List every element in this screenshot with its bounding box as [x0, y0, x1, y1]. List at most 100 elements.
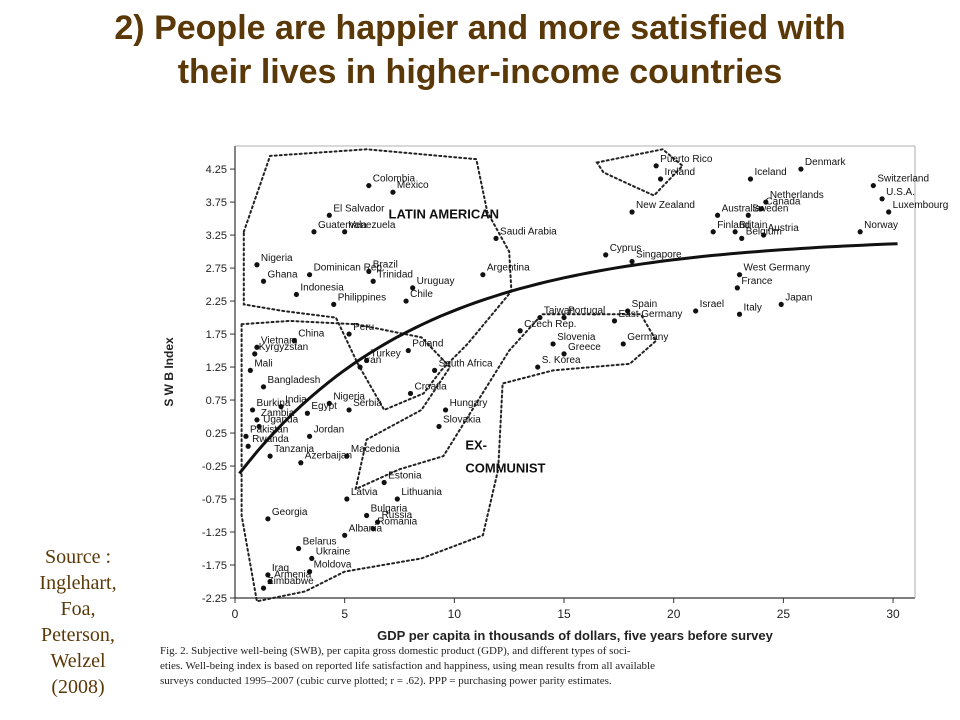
point-label: East Germany [618, 309, 682, 320]
source-line: Source : [44, 546, 112, 568]
data-point [370, 526, 376, 532]
data-point [326, 212, 332, 218]
data-point [629, 209, 635, 215]
data-point [265, 516, 271, 522]
data-point [249, 407, 256, 413]
data-point [480, 272, 486, 278]
point-label: Guatemala [318, 220, 367, 231]
point-label: South Africa [439, 358, 493, 369]
data-point [267, 453, 273, 459]
data-point [245, 443, 251, 449]
point-label: Belarus [303, 537, 337, 548]
point-label: Iraq [272, 563, 289, 574]
point-label: New Zealand [636, 200, 695, 211]
data-point [306, 272, 313, 278]
figure-panel: 4.25 3.75 3.25 2.75 2.25 1.75 1.25 0.75 0.25 -0.2… [150, 132, 950, 710]
point-label: Venezuela [349, 220, 396, 231]
point-label: Chile [410, 289, 433, 300]
data-point [620, 341, 626, 347]
x-tick-label: 20 [667, 607, 681, 621]
group-label: LATIN AMERICAN [389, 207, 500, 222]
point-label: El Salvador [333, 203, 385, 214]
point-label: France [741, 276, 773, 287]
slide-title-line-2: their lives in higher-income countries [177, 53, 783, 91]
data-point [857, 229, 863, 235]
data-point [390, 189, 396, 195]
data-point [403, 298, 409, 304]
data-point [611, 318, 618, 324]
data-point [256, 423, 262, 430]
data-point [436, 423, 442, 430]
data-point [732, 229, 738, 235]
data-point [304, 410, 310, 416]
source-line: Peterson, [41, 624, 115, 646]
point-label: Canada [765, 197, 800, 208]
y-axis-label: S W B Index [162, 337, 176, 407]
point-label: Albania [349, 523, 383, 534]
data-point [252, 351, 258, 357]
point-label: Taiwan [544, 306, 575, 317]
point-label: Greece [568, 342, 601, 353]
data-point [309, 555, 315, 562]
data-point [265, 572, 271, 578]
data-point [331, 301, 337, 307]
y-tick-label: 3.25 [206, 230, 227, 242]
point-label: Croatia [414, 381, 447, 392]
point-label: Portugal [568, 306, 605, 317]
y-tick-label: -0.75 [202, 494, 227, 506]
point-label: Uruguay [417, 276, 455, 287]
data-point [291, 338, 297, 344]
data-point [629, 258, 635, 265]
data-point [364, 357, 370, 364]
point-label: Mali [254, 358, 272, 369]
point-label: Italy [744, 302, 762, 313]
point-label: Slovakia [443, 414, 481, 425]
source-line: (2008) [51, 676, 105, 698]
point-label: Switzerland [877, 174, 929, 185]
caption-line: Fig. 2. Subjective well-being (SWB), per… [160, 645, 631, 657]
x-tick-label: 10 [448, 607, 462, 621]
data-point [493, 235, 499, 241]
data-point [747, 176, 754, 182]
data-point [293, 291, 300, 298]
source-line: Foa, [60, 598, 96, 620]
data-point [736, 272, 743, 278]
point-label: Vietnam [261, 335, 298, 346]
data-point [535, 364, 541, 370]
point-label: Burkina [257, 398, 291, 409]
point-label: Belgium [746, 226, 782, 237]
data-point [710, 229, 716, 235]
data-point [758, 206, 765, 212]
source-line: Inglehart, [39, 572, 117, 594]
data-point [693, 308, 699, 314]
point-label: Japan [785, 292, 812, 303]
data-point [405, 347, 411, 354]
point-label: Macedonia [351, 444, 400, 455]
data-point [346, 331, 352, 337]
data-point [366, 268, 372, 274]
data-point [326, 400, 332, 406]
slide-title: 2) People are happier and more satisfied… [0, 6, 960, 94]
point-label: Armenia [274, 570, 312, 581]
point-label: Romania [377, 517, 417, 528]
point-label: Slovenia [557, 332, 596, 343]
x-tick-label: 5 [341, 607, 348, 621]
data-point [410, 285, 416, 291]
point-label: Brazil [373, 259, 398, 270]
point-label: Ireland [665, 167, 696, 178]
point-label: Zimbabwe [268, 576, 315, 587]
point-label: Norway [864, 220, 898, 231]
point-label: Nigeria [333, 391, 365, 402]
point-label: Iceland [754, 167, 786, 178]
slide-title-line-1: 2) People are happier and more satisfied… [114, 9, 846, 47]
point-label: Sweden [752, 203, 788, 214]
data-point [714, 212, 721, 218]
point-label: India [285, 395, 307, 406]
data-point [254, 262, 260, 268]
point-label: Russia [382, 510, 413, 521]
data-point [357, 364, 363, 370]
data-point [517, 328, 523, 334]
data-point [364, 512, 370, 519]
point-label: Israel [700, 299, 724, 310]
point-label: Denmark [805, 157, 847, 168]
